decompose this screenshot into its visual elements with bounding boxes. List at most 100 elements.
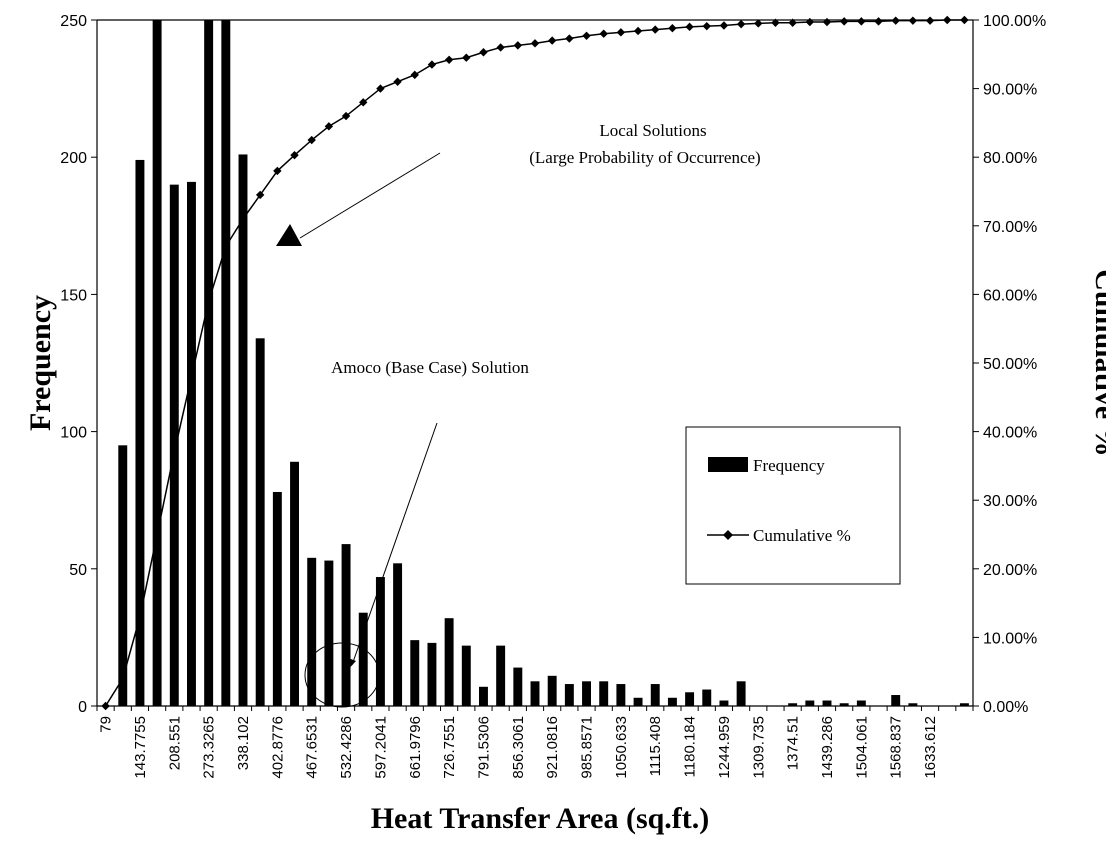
annotation-amoco-arrowhead <box>343 656 356 674</box>
frequency-bar <box>444 618 454 706</box>
cumulative-point <box>376 84 385 93</box>
x-tick-label: 597.2041 <box>372 716 389 779</box>
cumulative-point <box>118 674 127 683</box>
right-axis-title: Cumulative % <box>1089 269 1106 457</box>
cumulative-point <box>668 24 677 33</box>
right-axis-ticks: 0.00% 10.00% 20.00% 30.00% 40.00% 50.00% 60.00… <box>973 13 1046 716</box>
frequency-bar <box>599 681 609 706</box>
right-tick-label: 20.00% <box>983 562 1037 579</box>
cumulative-point <box>341 111 351 121</box>
cumulative-point <box>651 25 660 34</box>
frequency-bar <box>822 700 832 706</box>
cumulative-point <box>410 70 419 80</box>
right-tick-label: 50.00% <box>983 356 1037 373</box>
frequency-bar <box>667 697 677 706</box>
left-axis-title: Frequency <box>24 295 57 431</box>
frequency-bar <box>616 684 626 706</box>
cumulative-point <box>238 214 248 224</box>
legend: Frequency Cumulative % <box>685 426 901 585</box>
cumulative-point <box>479 48 488 57</box>
frequency-bar <box>564 684 574 706</box>
cumulative-point <box>565 34 574 43</box>
cumulative-point <box>170 447 179 457</box>
cumulative-point <box>273 166 282 176</box>
frequency-bar <box>341 544 351 706</box>
cumulative-point <box>925 16 935 25</box>
frequency-bar <box>908 703 918 706</box>
frequency-bar <box>204 20 214 706</box>
cumulative-point <box>530 39 540 48</box>
x-tick-label: 726.7551 <box>441 716 458 779</box>
frequency-bar <box>719 700 729 706</box>
cumulative-point <box>444 55 454 64</box>
frequency-bar <box>650 684 660 706</box>
cumulative-point <box>427 60 437 69</box>
legend-cumulative-label: Cumulative % <box>753 526 851 545</box>
frequency-bar <box>290 461 299 706</box>
cumulative-point <box>719 21 729 30</box>
cumulative-point <box>805 17 815 27</box>
frequency-bar <box>530 681 540 706</box>
legend-box <box>685 426 901 585</box>
x-tick-label: 338.102 <box>235 716 252 770</box>
right-tick-label: 10.00% <box>983 630 1037 647</box>
x-tick-label: 532.4286 <box>338 716 355 779</box>
frequency-bar <box>633 697 643 706</box>
frequency-bar <box>839 703 849 706</box>
cumulative-point <box>152 530 162 539</box>
frequency-bars <box>118 20 969 707</box>
frequency-bar <box>135 159 145 707</box>
x-tick-label: 1244.959 <box>716 716 733 779</box>
annotation-local-arrow-line <box>299 152 441 239</box>
x-tick-label: 467.6531 <box>304 716 321 779</box>
cumulative-point <box>221 242 231 251</box>
x-tick-label: 1568.837 <box>888 716 905 779</box>
x-tick-label: 143.7755 <box>132 716 149 779</box>
right-tick-label: 0.00% <box>983 699 1028 716</box>
x-tick-label: 856.3061 <box>510 716 527 779</box>
annotation-local-line2: (Large Probability of Occurrence) <box>529 148 760 167</box>
frequency-bar <box>547 675 557 706</box>
cumulative-point <box>857 17 866 26</box>
cumulative-point <box>393 77 402 86</box>
left-tick-label: 50 <box>69 562 87 579</box>
frequency-bar <box>427 642 437 706</box>
x-tick-label: 921.0816 <box>544 716 561 779</box>
x-tick-label: 791.5306 <box>475 716 492 779</box>
right-tick-label: 60.00% <box>983 287 1037 304</box>
cumulative-point <box>496 43 505 52</box>
right-tick-label: 40.00% <box>983 425 1037 442</box>
cumulative-point <box>513 41 523 50</box>
annotation-amoco-arrow-line <box>351 422 438 666</box>
x-tick-label: 1633.612 <box>922 716 939 779</box>
x-tick-label: 1374.51 <box>785 716 802 770</box>
frequency-bar <box>375 577 385 706</box>
frequency-bar <box>479 686 488 706</box>
frequency-bar <box>461 645 471 706</box>
frequency-bar <box>582 681 591 706</box>
frequency-bar <box>496 645 506 706</box>
x-tick-label: 208.551 <box>166 716 183 770</box>
cumulative-point <box>599 29 608 38</box>
cumulative-line <box>101 15 969 711</box>
cumulative-point <box>290 150 299 160</box>
x-tick-label: 1309.735 <box>750 716 767 779</box>
cumulative-point <box>324 122 334 131</box>
frequency-bar <box>736 681 746 706</box>
frequency-bar <box>187 181 196 706</box>
annotation-local-solutions: Local Solutions (Large Probability of Oc… <box>276 121 761 246</box>
cumulative-point <box>255 190 265 200</box>
annotation-amoco: Amoco (Base Case) Solution <box>304 358 529 708</box>
x-axis-ticks: 79 143.7755 208.551 273.3265 338.102 402.8776… <box>96 706 974 779</box>
cumulative-point <box>771 18 780 27</box>
right-tick-label: 100.00% <box>983 13 1046 30</box>
frequency-bar <box>118 445 128 706</box>
x-tick-label: 1504.061 <box>853 716 870 779</box>
frequency-bar <box>702 689 712 706</box>
frequency-bar <box>959 703 969 706</box>
cumulative-point <box>307 135 316 145</box>
frequency-bar <box>805 700 815 706</box>
cumulative-point <box>702 21 711 31</box>
annotation-local-arrowhead <box>276 224 302 246</box>
